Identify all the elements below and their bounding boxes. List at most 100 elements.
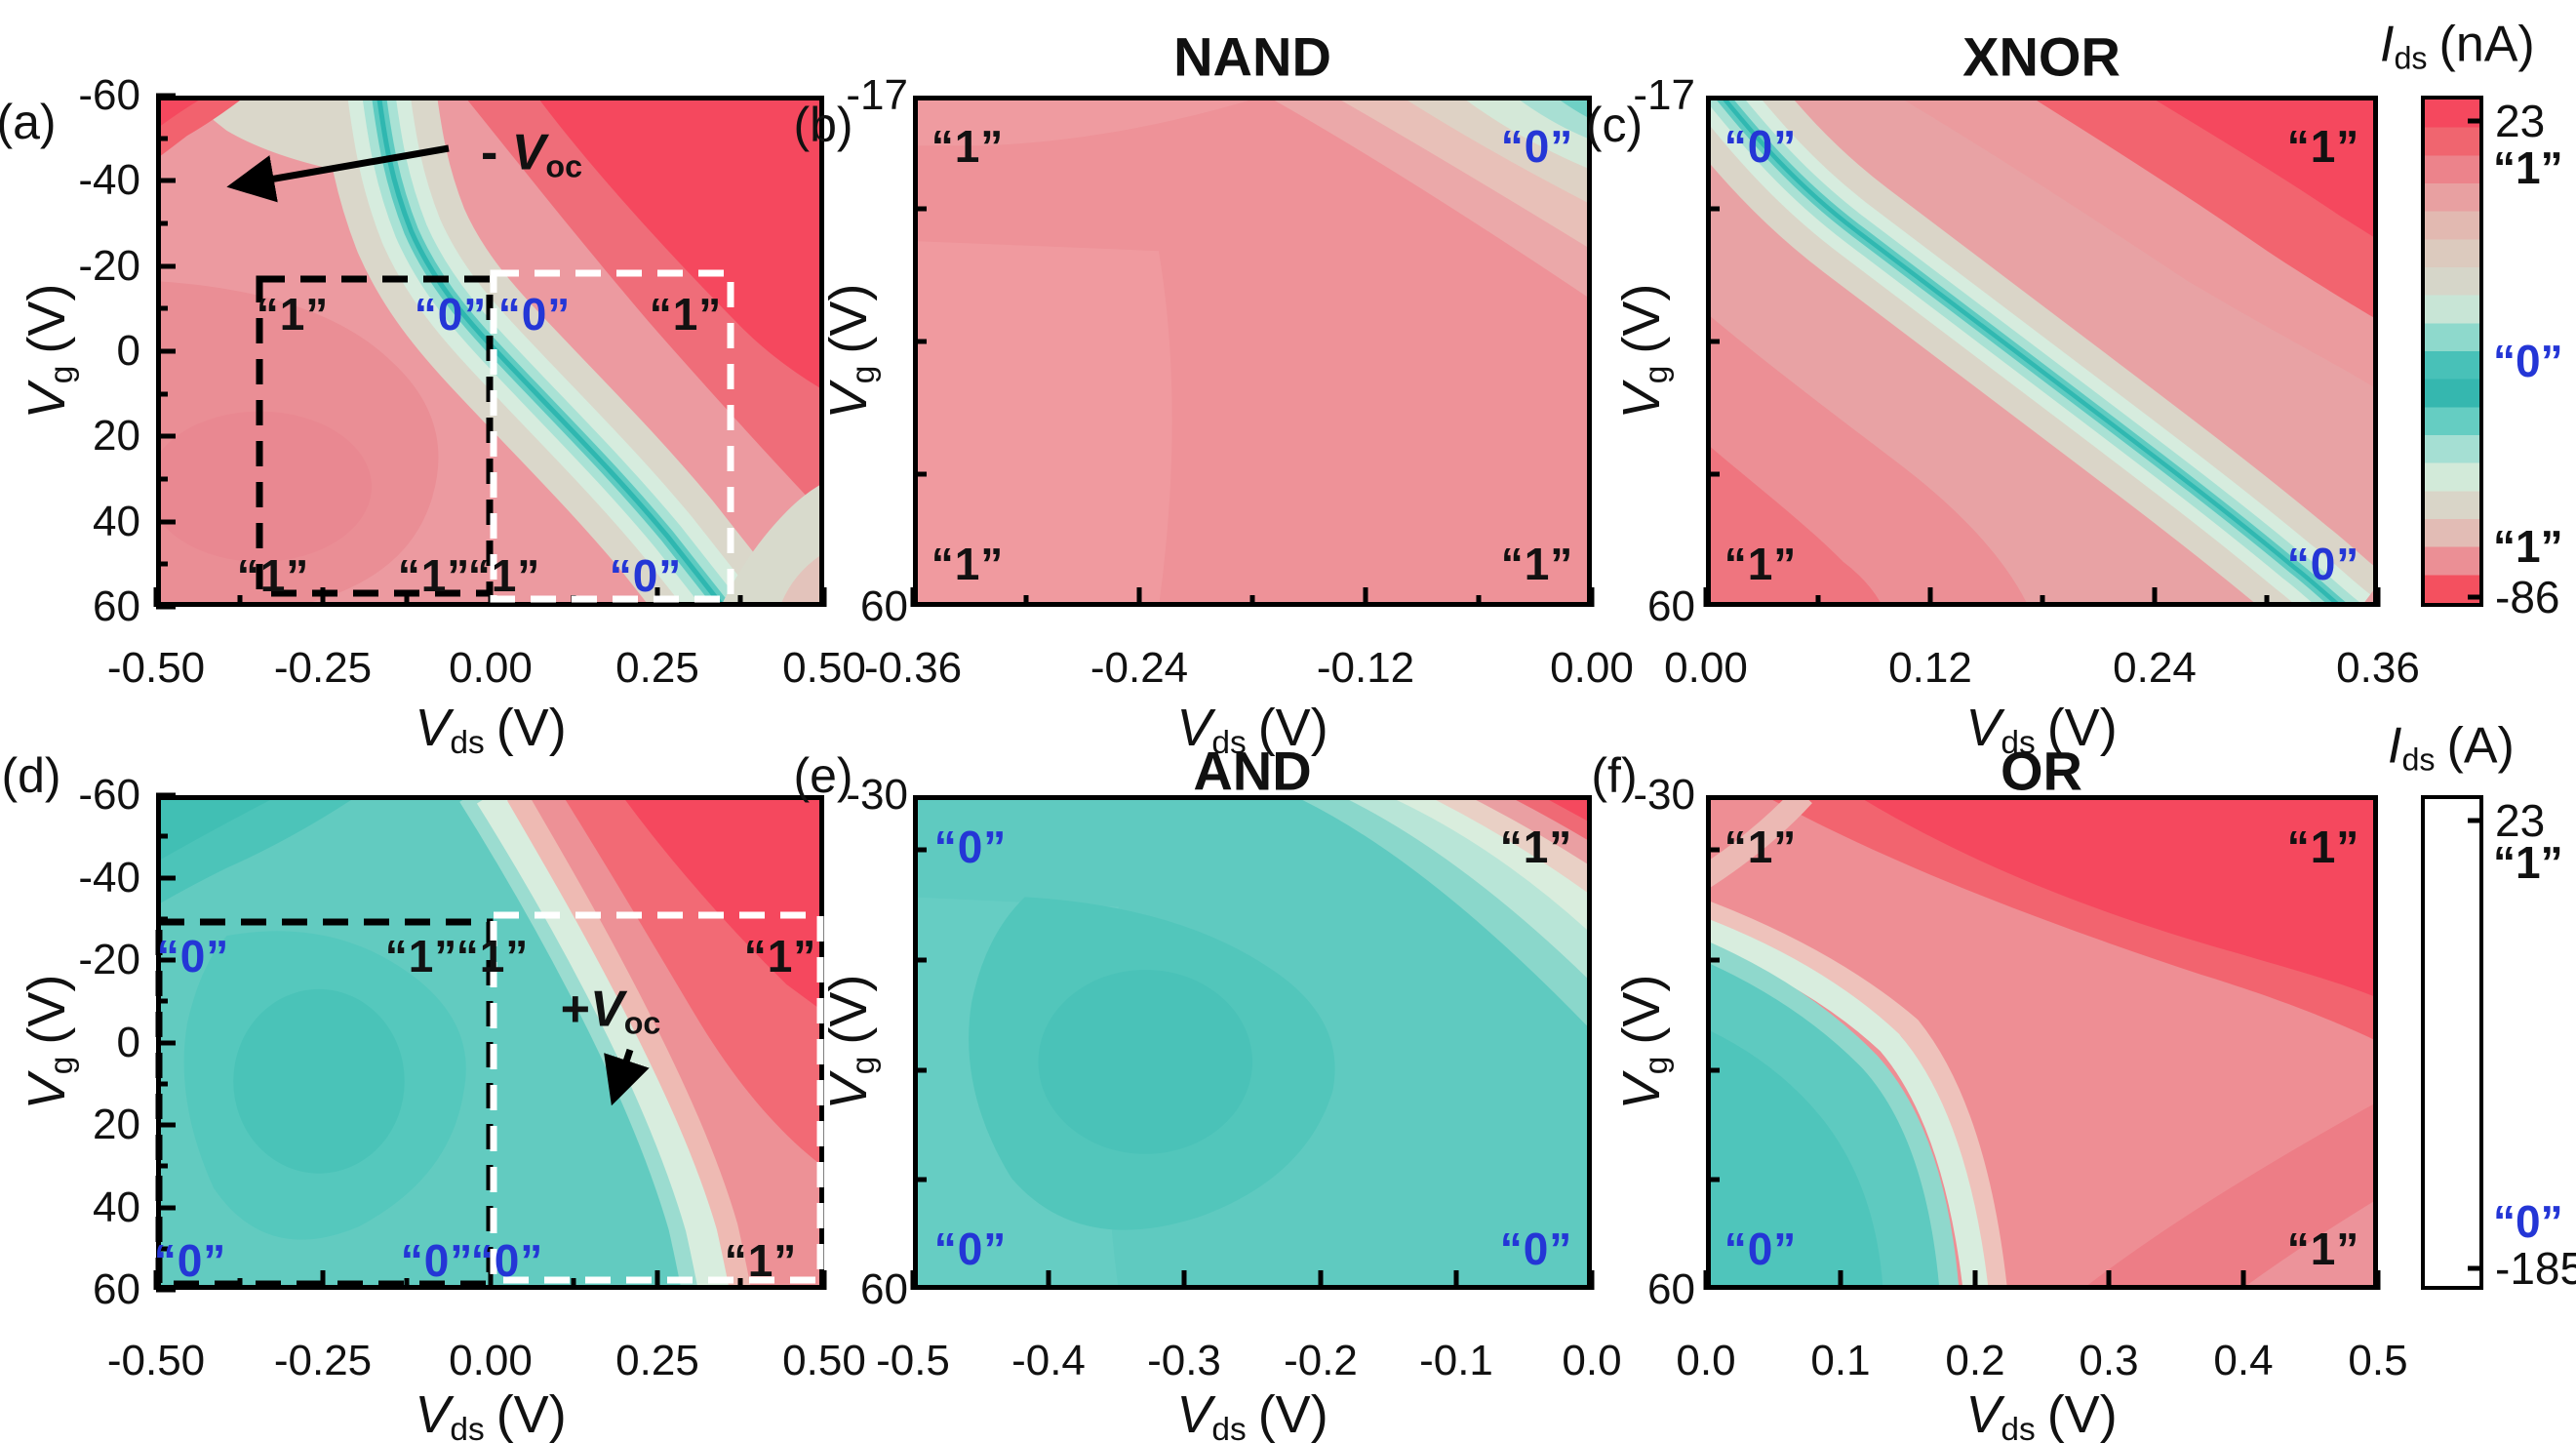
ytick-label: -40 xyxy=(78,156,140,204)
axis-unit: (V) xyxy=(17,974,76,1045)
ytick-label: -17 xyxy=(846,71,908,119)
ytick-label: 40 xyxy=(93,1183,140,1231)
xtick-label: 0.00 xyxy=(449,644,533,692)
annotation-var: V xyxy=(511,124,546,181)
xtick-label: -0.25 xyxy=(273,1337,373,1384)
axis-sub: g xyxy=(44,1056,81,1075)
axis-sub: g xyxy=(1639,1056,1676,1075)
axis-unit: (V) xyxy=(818,283,878,354)
annotation-sign: + xyxy=(560,981,591,1038)
axis-unit: (V) xyxy=(2046,698,2118,757)
colorbar-unit: (nA) xyxy=(2438,16,2535,73)
axis-sub: ds xyxy=(450,725,485,762)
colorbar-min-label: -86 xyxy=(2495,572,2560,622)
annotation-var: V xyxy=(590,981,624,1038)
x-axis-label: Vds (V) xyxy=(1965,698,2117,762)
axis-sub: g xyxy=(846,1056,883,1075)
panel-letter-a: (a) xyxy=(0,95,57,149)
xtick-label: -0.12 xyxy=(1316,644,1415,692)
xtick-label: 0.3 xyxy=(2079,1337,2139,1384)
state-label: “1” xyxy=(384,931,458,982)
state-label: “0” xyxy=(1724,121,1798,172)
colorbar-unit: (A) xyxy=(2446,717,2515,775)
colorbar-state-label: “0” xyxy=(2493,1196,2563,1247)
panel-c-contour xyxy=(1706,96,2378,607)
xtick-label: 0.12 xyxy=(1888,644,1972,692)
axis-sub: ds xyxy=(2001,1412,2036,1443)
state-label: “1” xyxy=(2286,822,2360,872)
y-axis-label: Vg (V) xyxy=(17,284,81,420)
ytick-label: -30 xyxy=(1633,771,1695,819)
xtick-label: -0.1 xyxy=(1419,1337,1493,1384)
ytick-label: 60 xyxy=(860,1265,908,1313)
xtick-label: -0.3 xyxy=(1147,1337,1221,1384)
ytick-label: 0 xyxy=(116,327,140,375)
xtick-label: -0.2 xyxy=(1284,1337,1358,1384)
axis-sub: ds xyxy=(2001,725,2036,762)
panel-title-nand: NAND xyxy=(1173,25,1331,88)
axis-unit: (V) xyxy=(1611,974,1671,1045)
annotation-sub: oc xyxy=(623,1005,661,1041)
x-axis-label: Vds (V) xyxy=(415,698,566,762)
panel-letter-b: (b) xyxy=(793,98,853,152)
colorbar-state-label: “1” xyxy=(2493,837,2563,888)
colorbar-state-label: “1” xyxy=(2493,521,2563,572)
state-label: “0” xyxy=(153,1235,227,1286)
axis-unit: (V) xyxy=(2046,1384,2118,1443)
colorbar-state-label: “0” xyxy=(2493,336,2563,386)
xtick-label: 0.5 xyxy=(2348,1337,2408,1384)
state-label: “0” xyxy=(1724,1223,1798,1274)
colorbar-nA xyxy=(2421,96,2483,607)
xtick-label: 0.1 xyxy=(1810,1337,1871,1384)
ytick-label: 60 xyxy=(93,1265,140,1313)
state-label: “1” xyxy=(1724,539,1798,589)
axis-sub: ds xyxy=(1211,1412,1247,1443)
panel-b-contour xyxy=(913,96,1592,607)
annotation-sub: oc xyxy=(545,148,583,184)
xtick-label: -0.4 xyxy=(1011,1337,1086,1384)
ytick-label: -60 xyxy=(78,771,140,819)
axis-var: V xyxy=(1611,1074,1671,1110)
state-label: “1” xyxy=(931,539,1005,589)
state-label: “1” xyxy=(2286,1223,2360,1274)
xtick-label: 0.00 xyxy=(1664,644,1748,692)
ytick-label: 40 xyxy=(93,498,140,545)
colorbar-var: I xyxy=(2380,16,2395,73)
ytick-label: 60 xyxy=(860,582,908,630)
state-label: “0” xyxy=(1500,121,1574,172)
axis-var: V xyxy=(1176,698,1212,757)
state-label: “1” xyxy=(236,550,310,601)
panel-letter-d: (d) xyxy=(1,748,61,803)
axis-var: V xyxy=(818,383,878,420)
panel-letter-c: (c) xyxy=(1585,98,1644,152)
colorbar-var: I xyxy=(2388,717,2402,775)
ytick-label: -40 xyxy=(78,854,140,902)
state-label: “1” xyxy=(397,550,471,601)
colorbar-sub: ds xyxy=(2394,40,2428,76)
axis-var: V xyxy=(17,383,76,420)
xtick-label: 0.0 xyxy=(1676,1337,1736,1384)
ytick-label: 20 xyxy=(93,412,140,460)
panel-title-or: OR xyxy=(2001,740,2082,802)
xtick-label: 0.24 xyxy=(2113,644,2197,692)
state-label: “1” xyxy=(724,1235,798,1286)
state-label: “1” xyxy=(256,289,330,340)
colorbar-title-A: Ids (A) xyxy=(2388,716,2515,778)
axis-var: V xyxy=(415,698,451,757)
y-axis-label: Vg (V) xyxy=(818,975,883,1110)
axis-var: V xyxy=(1965,1384,2001,1443)
xtick-label: -0.50 xyxy=(106,1337,206,1384)
panel-letter-f: (f) xyxy=(1591,748,1638,803)
state-label: “0” xyxy=(414,289,488,340)
xtick-label: 0.25 xyxy=(615,644,699,692)
ytick-label: 60 xyxy=(93,582,140,630)
annotation-sign: - xyxy=(480,124,512,181)
state-label: “1” xyxy=(1500,539,1574,589)
x-axis-label: Vds (V) xyxy=(415,1384,566,1443)
state-label: “1” xyxy=(649,289,723,340)
xtick-label: -0.36 xyxy=(863,644,963,692)
axis-unit: (V) xyxy=(1611,283,1671,354)
state-label: “1” xyxy=(467,550,541,601)
state-label: “1” xyxy=(456,931,530,982)
